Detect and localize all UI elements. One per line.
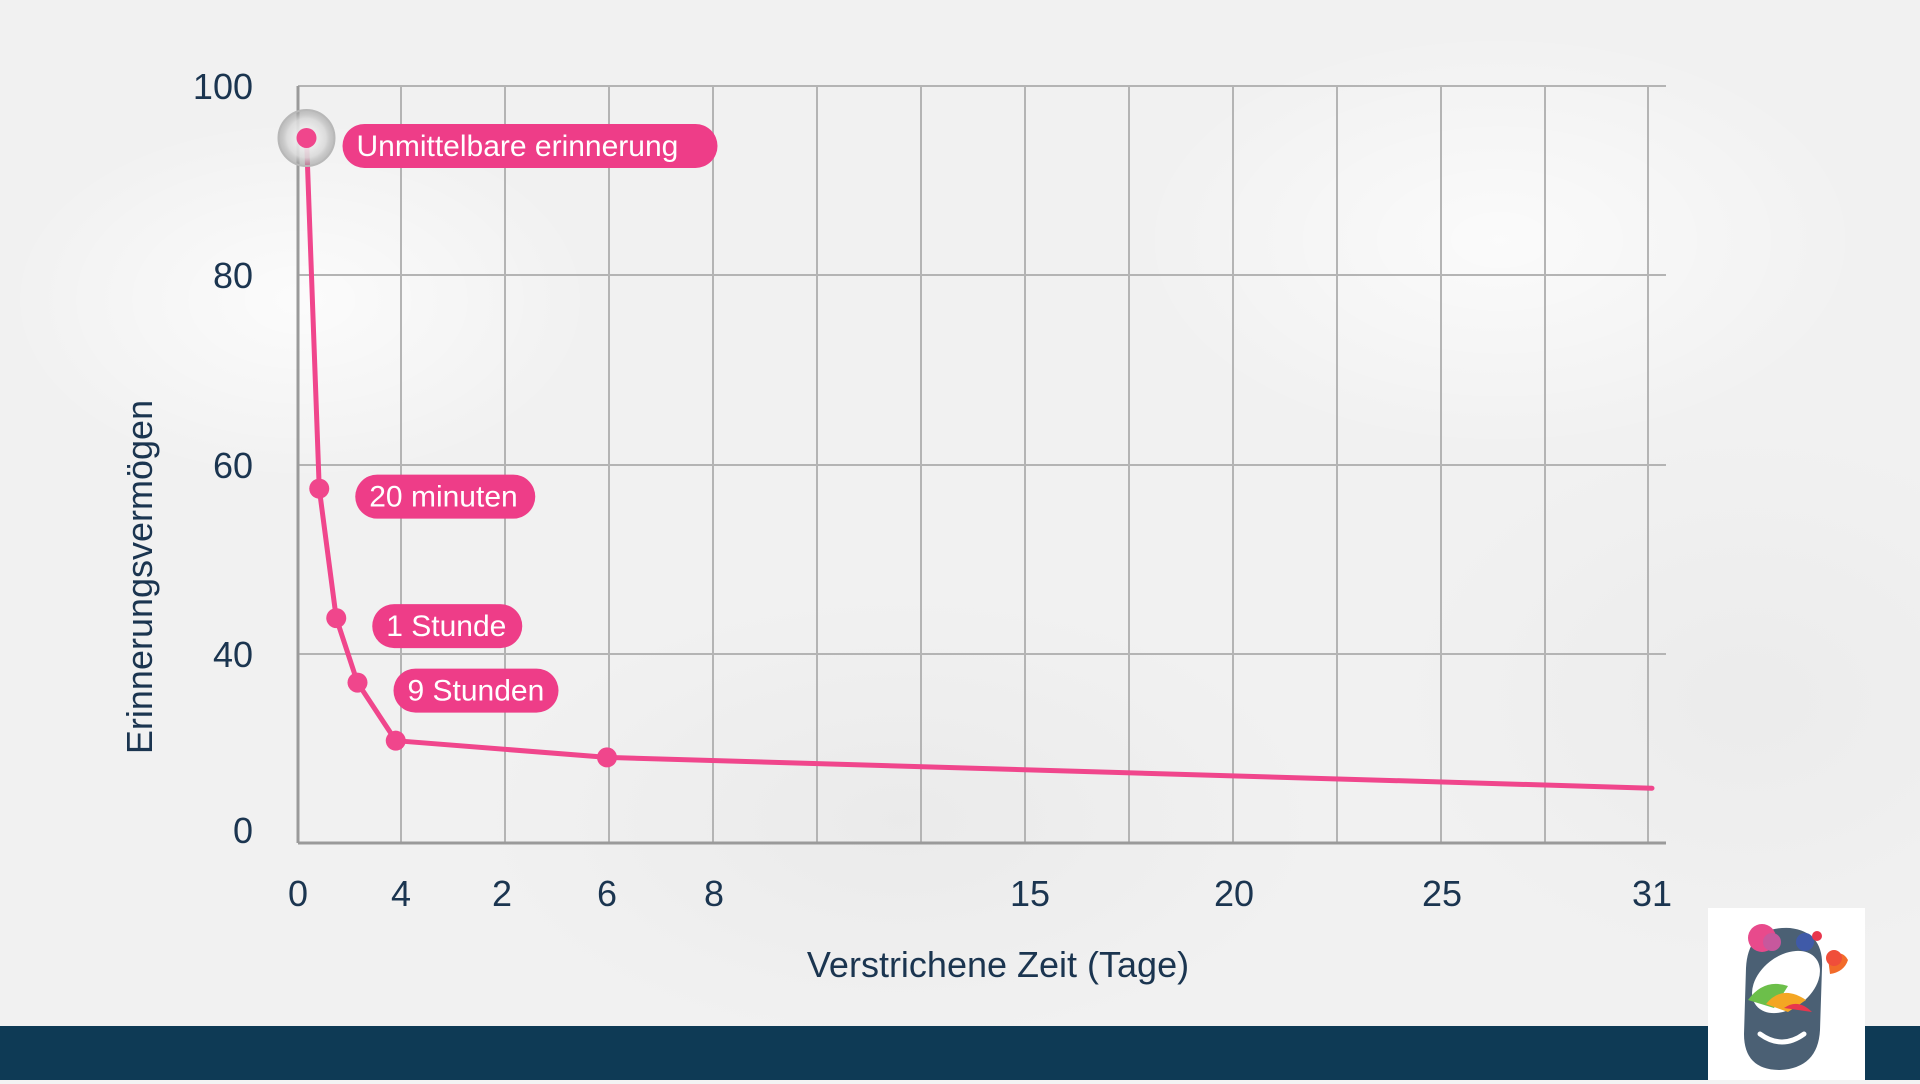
data-point — [597, 747, 617, 768]
x-tick-labels: 0 4 2 6 8 15 20 25 31 — [288, 873, 1672, 914]
y-tick-labels: 0 40 60 80 100 — [193, 66, 253, 851]
point-label-text: Unmittelbare erinnerung — [357, 130, 679, 163]
point-labels: Unmittelbare erinnerung 20 minuten 1 Stund… — [342, 123, 718, 713]
x-tick-label: 8 — [704, 873, 724, 914]
footer-bar — [0, 1026, 1920, 1080]
y-axis-label: Erinnerungsvermögen — [119, 400, 160, 754]
x-tick-label: 25 — [1422, 873, 1462, 914]
x-tick-label: 20 — [1214, 873, 1254, 914]
y-tick-label: 0 — [233, 810, 253, 851]
data-point — [309, 478, 330, 499]
point-label-text: 1 Stunde — [386, 610, 506, 643]
y-tick-label: 80 — [213, 255, 253, 296]
y-tick-label: 100 — [193, 66, 253, 107]
y-tick-label: 60 — [213, 445, 253, 486]
data-point — [326, 608, 347, 629]
data-point — [296, 127, 317, 148]
y-tick-label: 40 — [213, 634, 253, 675]
x-tick-label: 0 — [288, 873, 308, 914]
x-axis-label: Verstrichene Zeit (Tage) — [807, 944, 1189, 985]
point-label-text: 20 minuten — [369, 481, 517, 514]
x-tick-label: 15 — [1010, 873, 1050, 914]
point-label-pill — [393, 668, 559, 713]
x-tick-label: 31 — [1632, 873, 1672, 914]
x-tick-label: 6 — [597, 873, 617, 914]
point-label-pill — [355, 474, 536, 519]
grid — [297, 85, 1666, 844]
x-tick-label: 4 — [391, 873, 411, 914]
x-tick-label: 2 — [492, 873, 512, 914]
logo-panel — [1708, 908, 1865, 1080]
point-label-pill — [342, 123, 718, 168]
data-point — [385, 730, 406, 751]
data-point — [347, 672, 368, 693]
axes — [296, 86, 1666, 845]
point-label-pill — [372, 604, 523, 649]
point-label-text: 9 Stunden — [408, 675, 545, 708]
series — [277, 108, 1655, 791]
mind-head-logo-icon — [1744, 924, 1848, 1070]
